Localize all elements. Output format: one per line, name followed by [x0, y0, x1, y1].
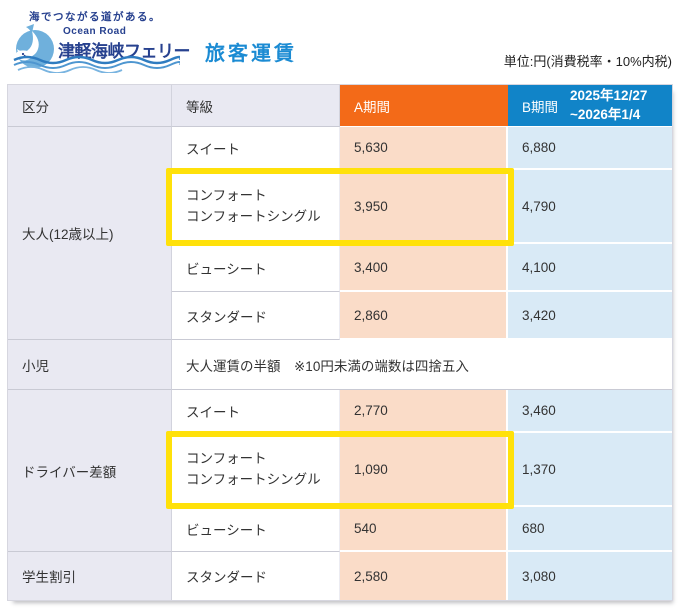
brand-name-en: Ocean Road	[63, 26, 127, 37]
fare-a-cell: 2,860	[340, 292, 508, 340]
fare-table-grid: 区分 等級 A期間 B期間 2025年12/27 ~2026年1/4 大人(12…	[8, 85, 672, 600]
waves-icon	[13, 55, 180, 73]
grade-cell: スタンダード	[172, 292, 340, 340]
fare-b-cell: 4,790	[508, 170, 672, 244]
fare-a-cell: 3,400	[340, 244, 508, 292]
fare-a-cell: 3,950	[340, 170, 508, 244]
category-cell-adult: 大人(12歳以上)	[8, 127, 172, 340]
page-title: 旅客運賃	[205, 43, 297, 65]
fare-b-cell: 680	[508, 507, 672, 552]
fare-b-cell: 6,880	[508, 127, 672, 170]
brand-tagline: 海でつながる道がある。	[29, 11, 161, 23]
grade-cell: ビューシート	[172, 507, 340, 552]
fare-a-cell: 2,770	[340, 390, 508, 433]
fare-a-cell: 1,090	[340, 433, 508, 507]
fare-a-cell: 5,630	[340, 127, 508, 170]
period-b-dates: 2025年12/27 ~2026年1/4	[570, 87, 647, 125]
period-b-label: B期間	[522, 99, 559, 115]
fare-table: 区分 等級 A期間 B期間 2025年12/27 ~2026年1/4 大人(12…	[7, 84, 673, 601]
grade-cell-highlighted: コンフォート コンフォートシングル	[172, 433, 340, 507]
column-header-period-b: B期間 2025年12/27 ~2026年1/4	[508, 85, 672, 127]
category-cell-child: 小児	[8, 340, 172, 390]
category-cell-driver: ドライバー差額	[8, 390, 172, 552]
grade-line2: コンフォートシングル	[186, 208, 321, 224]
unit-note: 単位:円(消費税率・10%内税)	[503, 54, 672, 69]
fare-b-cell: 3,420	[508, 292, 672, 340]
fare-b-cell: 4,100	[508, 244, 672, 292]
column-header-category: 区分	[8, 85, 172, 127]
category-cell-student: 学生割引	[8, 552, 172, 600]
brand-name-jp: 津軽海峡フェリー	[58, 42, 191, 61]
grade-cell-highlighted: コンフォート コンフォートシングル	[172, 170, 340, 244]
brand-logo: 海でつながる道がある。 Ocean Road 津軽海峡フェリー	[10, 5, 191, 73]
grade-line2: コンフォートシングル	[186, 471, 321, 487]
fare-a-cell: 2,580	[340, 552, 508, 600]
fare-b-cell: 3,080	[508, 552, 672, 600]
period-b-date-line2: ~2026年1/4	[570, 106, 641, 122]
period-b-date-line1: 2025年12/27	[570, 87, 648, 103]
grade-line1: コンフォート	[186, 450, 267, 466]
grade-cell: スタンダード	[172, 552, 340, 600]
column-header-period-a: A期間	[340, 85, 508, 127]
grade-line1: コンフォート	[186, 187, 267, 203]
grade-cell: スイート	[172, 390, 340, 433]
grade-cell: ビューシート	[172, 244, 340, 292]
fare-b-cell: 1,370	[508, 433, 672, 507]
fare-b-cell: 3,460	[508, 390, 672, 433]
child-fare-note: 大人運賃の半額 ※10円未満の端数は四捨五入	[172, 340, 672, 390]
fare-a-cell: 540	[340, 507, 508, 552]
column-header-grade: 等級	[172, 85, 340, 127]
grade-cell: スイート	[172, 127, 340, 170]
